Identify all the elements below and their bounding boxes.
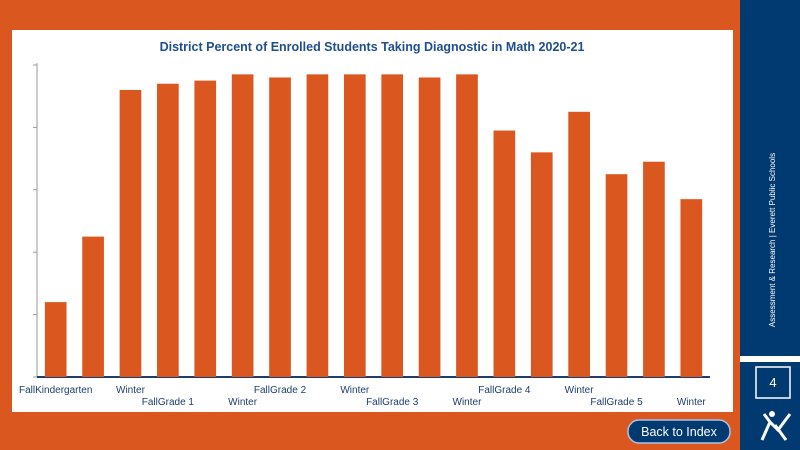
back-button[interactable]: [627, 419, 731, 444]
x-tick-label: FallGrade 3: [366, 397, 419, 408]
bar: [643, 161, 665, 377]
bar: [157, 83, 179, 377]
bar: [343, 74, 366, 378]
x-tick-label: Winter: [565, 385, 595, 396]
bar: [381, 74, 404, 378]
bar: [456, 74, 478, 378]
sidebar-divider: [740, 356, 800, 362]
bar: [605, 174, 628, 377]
sidebar-text: Assessment & Research | Everett Public S…: [768, 153, 777, 327]
bar: [44, 302, 67, 377]
logo: [760, 413, 792, 441]
x-tick-label: Winter: [340, 385, 370, 396]
x-tick-label: Winter: [116, 385, 146, 396]
x-tick-label: FallGrade 5: [590, 397, 643, 408]
x-tick-label: FallGrade 1: [142, 397, 195, 408]
bar: [493, 130, 516, 377]
bar: [418, 77, 441, 377]
bar: [194, 80, 217, 377]
page-number: 4: [769, 375, 776, 390]
bar: [306, 74, 329, 378]
chart-title: District Percent of Enrolled Students Ta…: [160, 40, 585, 54]
x-tick-label: FallKindergarten: [19, 385, 92, 396]
bar: [119, 89, 142, 378]
logo-head: [769, 411, 775, 417]
x-tick-label: FallGrade 4: [478, 385, 531, 396]
logo-area: [740, 403, 800, 450]
bar: [269, 77, 291, 377]
back-button-label[interactable]: Back to Index: [641, 425, 717, 439]
page-box: [755, 366, 791, 399]
x-tick-label: FallGrade 2: [254, 385, 307, 396]
x-tick-label: Winter: [677, 397, 707, 408]
bar: [231, 74, 254, 378]
bar: [680, 199, 703, 377]
bar: [82, 236, 104, 377]
x-tick-label: Winter: [228, 397, 258, 408]
x-tick-label: Winter: [453, 397, 483, 408]
bar: [530, 152, 553, 377]
bar: [568, 111, 590, 378]
